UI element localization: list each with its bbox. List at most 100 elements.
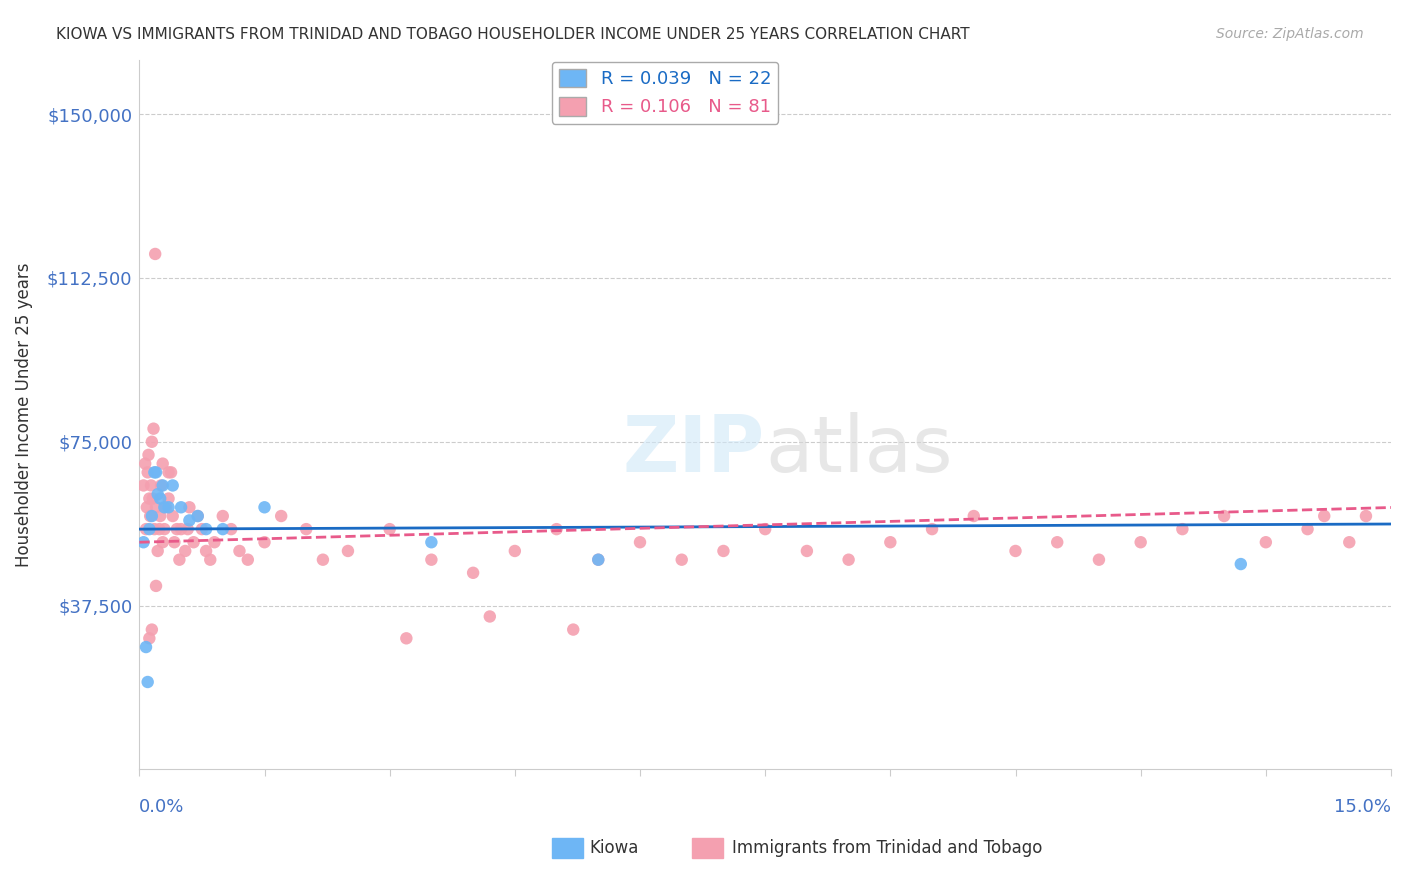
Point (503, 544, 526, 558)
Point (153, 500, 176, 515)
Point (135, 500, 157, 515)
Point (179, 513, 201, 527)
Point (336, 544, 359, 558)
Point (145, 500, 167, 515)
Point (135, 522, 157, 536)
Point (149, 491, 172, 506)
Text: atlas: atlas (765, 412, 953, 488)
Point (1254, 535, 1277, 549)
Point (134, 457, 156, 471)
Point (145, 466, 167, 480)
Point (1046, 535, 1069, 549)
Point (138, 632, 160, 646)
Point (177, 522, 200, 536)
Point (157, 466, 180, 480)
Point (132, 478, 155, 492)
Point (1213, 509, 1236, 524)
Point (1129, 535, 1152, 549)
Point (160, 466, 183, 480)
Point (478, 609, 501, 624)
Point (138, 491, 160, 506)
Point (211, 522, 233, 536)
Text: 15.0%: 15.0% (1334, 798, 1391, 816)
Legend: R = 0.039   N = 22, R = 0.106   N = 81: R = 0.039 N = 22, R = 0.106 N = 81 (551, 62, 779, 124)
Point (963, 509, 986, 524)
Point (796, 544, 818, 558)
Point (179, 500, 201, 515)
Point (152, 457, 174, 471)
Y-axis label: Householder Income Under 25 years: Householder Income Under 25 years (15, 262, 32, 566)
Point (139, 478, 162, 492)
Point (219, 522, 242, 536)
Text: Source: ZipAtlas.com: Source: ZipAtlas.com (1216, 27, 1364, 41)
Point (141, 623, 163, 637)
Point (562, 623, 585, 637)
Point (1230, 557, 1253, 571)
Point (145, 579, 167, 593)
Point (420, 552, 443, 566)
Point (143, 466, 166, 480)
Point (170, 500, 193, 515)
Point (200, 552, 222, 566)
Point (146, 487, 169, 501)
Point (588, 552, 610, 566)
Point (162, 478, 184, 492)
Point (142, 491, 165, 506)
Point (152, 478, 174, 492)
Point (163, 535, 186, 549)
Point (312, 552, 335, 566)
Point (138, 522, 160, 536)
Point (253, 535, 276, 549)
Text: Immigrants from Trinidad and Tobago: Immigrants from Trinidad and Tobago (731, 839, 1042, 857)
Point (135, 640, 157, 654)
Point (138, 448, 160, 462)
Point (204, 535, 226, 549)
Point (628, 535, 651, 549)
Point (228, 544, 250, 558)
Point (378, 522, 401, 536)
Text: 0.0%: 0.0% (139, 798, 184, 816)
Point (211, 509, 233, 524)
Point (588, 552, 610, 566)
Point (149, 509, 172, 524)
Point (1004, 544, 1026, 558)
Point (143, 522, 166, 536)
Point (169, 552, 191, 566)
Point (139, 509, 162, 524)
Text: Kiowa: Kiowa (591, 839, 640, 857)
Point (141, 434, 163, 449)
Point (142, 422, 165, 436)
Point (754, 522, 776, 536)
Point (152, 535, 174, 549)
Point (136, 466, 159, 480)
Point (132, 535, 155, 549)
Point (166, 522, 188, 536)
Point (195, 522, 218, 536)
Point (146, 544, 169, 558)
Point (141, 509, 163, 524)
Point (270, 509, 292, 524)
Point (183, 535, 205, 549)
Text: ZIP: ZIP (623, 412, 765, 488)
Point (420, 535, 443, 549)
Point (153, 522, 176, 536)
Point (879, 535, 901, 549)
Point (191, 522, 214, 536)
Point (395, 632, 418, 646)
Point (1171, 522, 1194, 536)
Point (921, 522, 943, 536)
Point (155, 500, 177, 515)
Point (295, 522, 318, 536)
Point (157, 500, 180, 515)
Text: KIOWA VS IMMIGRANTS FROM TRINIDAD AND TOBAGO HOUSEHOLDER INCOME UNDER 25 YEARS C: KIOWA VS IMMIGRANTS FROM TRINIDAD AND TO… (56, 27, 970, 42)
Point (461, 566, 484, 580)
Point (1339, 535, 1361, 549)
Point (1088, 552, 1111, 566)
Point (170, 522, 193, 536)
Point (136, 675, 159, 690)
Point (157, 491, 180, 506)
Point (236, 552, 259, 566)
Point (162, 509, 184, 524)
Point (148, 522, 170, 536)
Point (1313, 509, 1336, 524)
